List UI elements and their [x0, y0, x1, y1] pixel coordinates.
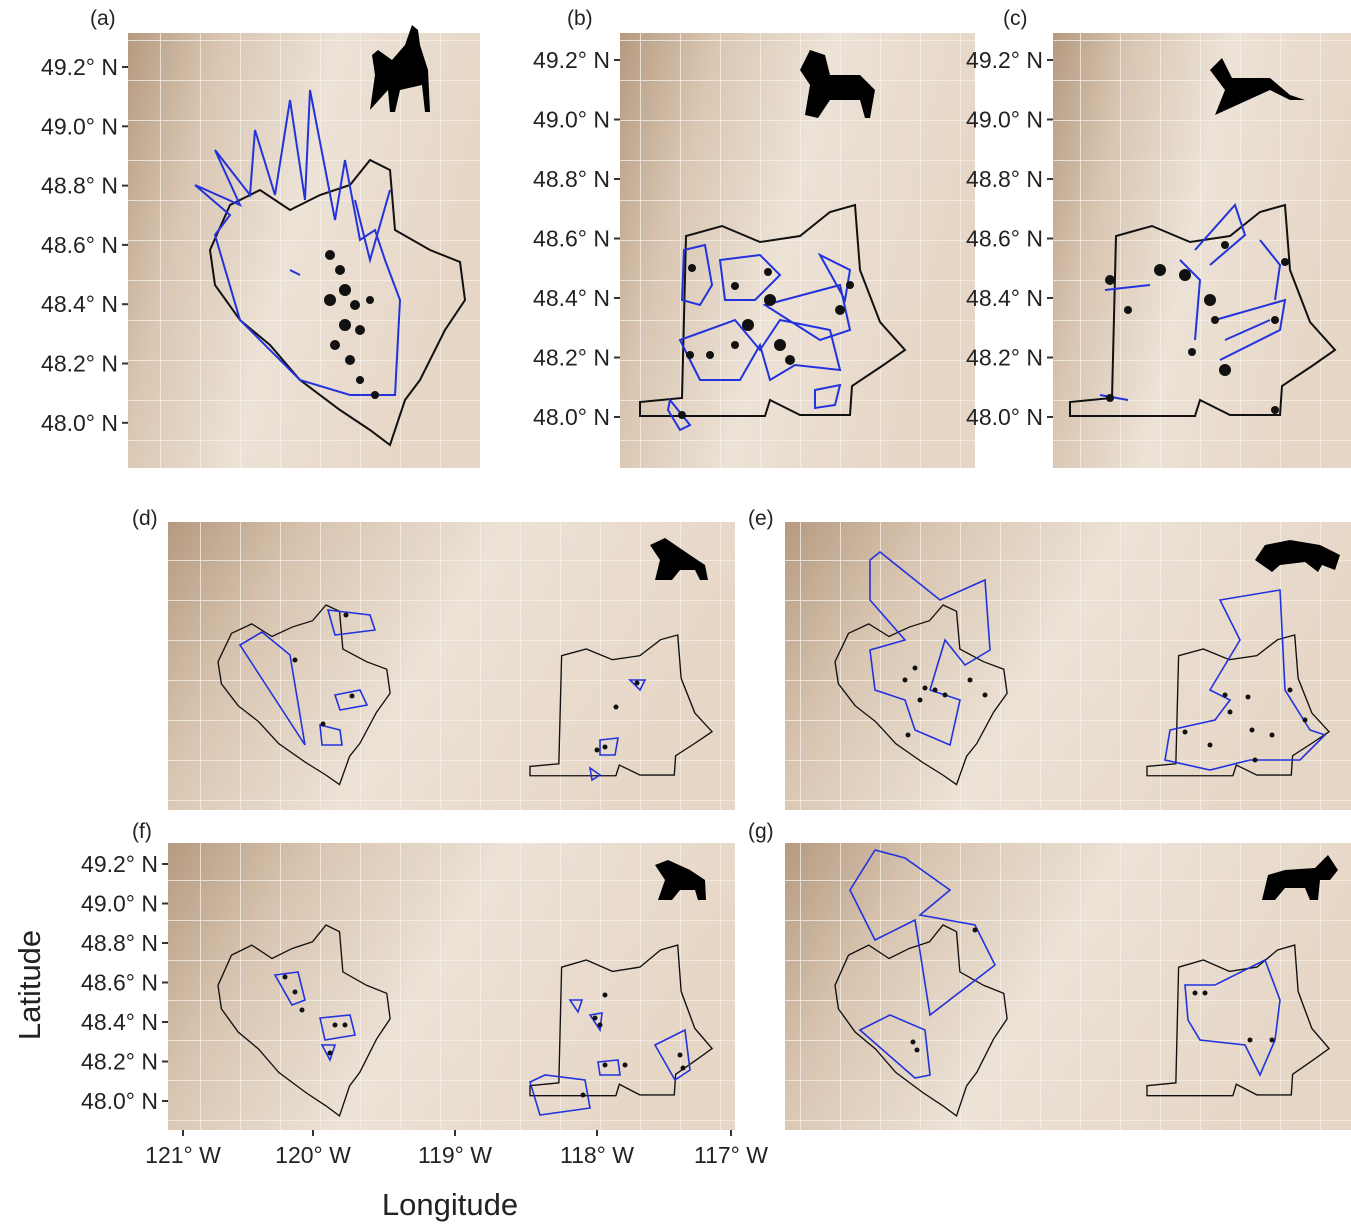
- y-axis-title: Latitude: [12, 930, 47, 1040]
- lat-tick-label: 49.0° N: [533, 107, 610, 133]
- lat-tick-label: 49.0° N: [81, 891, 158, 917]
- lat-tick-label: 49.2° N: [966, 47, 1043, 73]
- lat-tick-label: 48.6° N: [533, 226, 610, 252]
- lat-tick-label: 49.2° N: [81, 851, 158, 877]
- lat-tick-label: 48.0° N: [81, 1088, 158, 1114]
- lat-tick-label: 48.6° N: [81, 970, 158, 996]
- lat-tick-label: 48.8° N: [966, 166, 1043, 192]
- lon-tick-label: 118° W: [560, 1142, 634, 1168]
- lon-tick-label: 120° W: [275, 1142, 351, 1168]
- lat-tick-label: 48.0° N: [966, 404, 1043, 430]
- lat-tick-label: 49.0° N: [966, 107, 1043, 133]
- lat-tick-label: 48.8° N: [81, 930, 158, 956]
- lon-tick-label: 117° W: [694, 1142, 768, 1168]
- panel-label: (f): [132, 820, 152, 843]
- panel-label: (e): [748, 507, 774, 530]
- figure: (a) (b) (c) (d) (e) (f) (g) 49.2° N 49.0°…: [0, 0, 1351, 1224]
- lon-tick-label: 121° W: [145, 1142, 221, 1168]
- panel-label: (g): [748, 820, 774, 843]
- lat-tick-label: 48.6° N: [966, 226, 1043, 252]
- lon-tick-label: 119° W: [418, 1142, 492, 1168]
- lat-tick-label: 49.0° N: [41, 113, 118, 139]
- lat-tick-label: 48.4° N: [966, 285, 1043, 311]
- x-axis-title: Longitude: [382, 1187, 518, 1222]
- lat-tick-label: 49.2° N: [533, 47, 610, 73]
- lat-tick-label: 48.2° N: [81, 1049, 158, 1075]
- lat-tick-label: 49.2° N: [41, 54, 118, 80]
- lat-tick-label: 48.0° N: [533, 404, 610, 430]
- lat-tick-label: 48.6° N: [41, 232, 118, 258]
- lat-tick-label: 48.4° N: [533, 285, 610, 311]
- lat-tick-label: 48.8° N: [533, 166, 610, 192]
- lat-tick-label: 48.2° N: [41, 351, 118, 377]
- panel-label: (c): [1003, 7, 1028, 30]
- panel-label: (a): [90, 7, 116, 30]
- lat-tick-label: 48.0° N: [41, 410, 118, 436]
- map-backgrounds: [128, 33, 1351, 1130]
- lat-tick-label: 48.4° N: [41, 291, 118, 317]
- panel-label: (b): [567, 7, 593, 30]
- lat-tick-label: 48.2° N: [533, 345, 610, 371]
- lat-tick-label: 48.4° N: [81, 1009, 158, 1035]
- lat-tick-label: 48.2° N: [966, 345, 1043, 371]
- panel-label: (d): [132, 507, 158, 530]
- lat-tick-label: 48.8° N: [41, 173, 118, 199]
